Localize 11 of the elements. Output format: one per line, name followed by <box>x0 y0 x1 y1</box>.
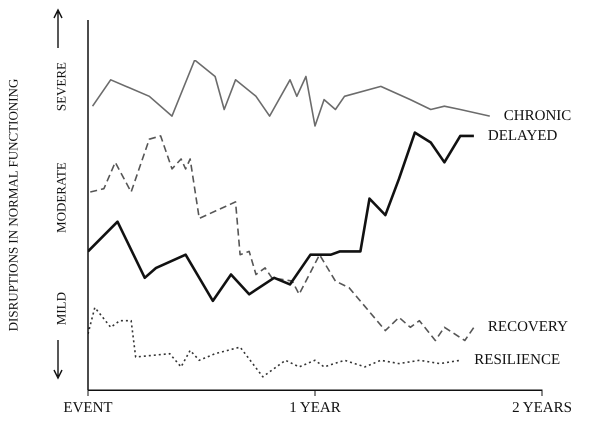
series-label: DELAYED <box>488 128 558 144</box>
text: MODERATE <box>53 162 68 233</box>
series-label: RESILIENCE <box>474 352 560 368</box>
y-axis-title: DISRUPTIONS IN NORMAL FUNCTIONING <box>5 78 20 332</box>
x-tick-label: 2 YEARS <box>512 400 572 416</box>
x-tick-label: 1 YEAR <box>289 400 341 416</box>
text: SEVERE <box>53 62 68 112</box>
text: MILD <box>53 292 68 326</box>
series-label: CHRONIC <box>504 108 572 124</box>
x-tick-label: EVENT <box>63 400 113 416</box>
series-label: RECOVERY <box>488 319 568 336</box>
